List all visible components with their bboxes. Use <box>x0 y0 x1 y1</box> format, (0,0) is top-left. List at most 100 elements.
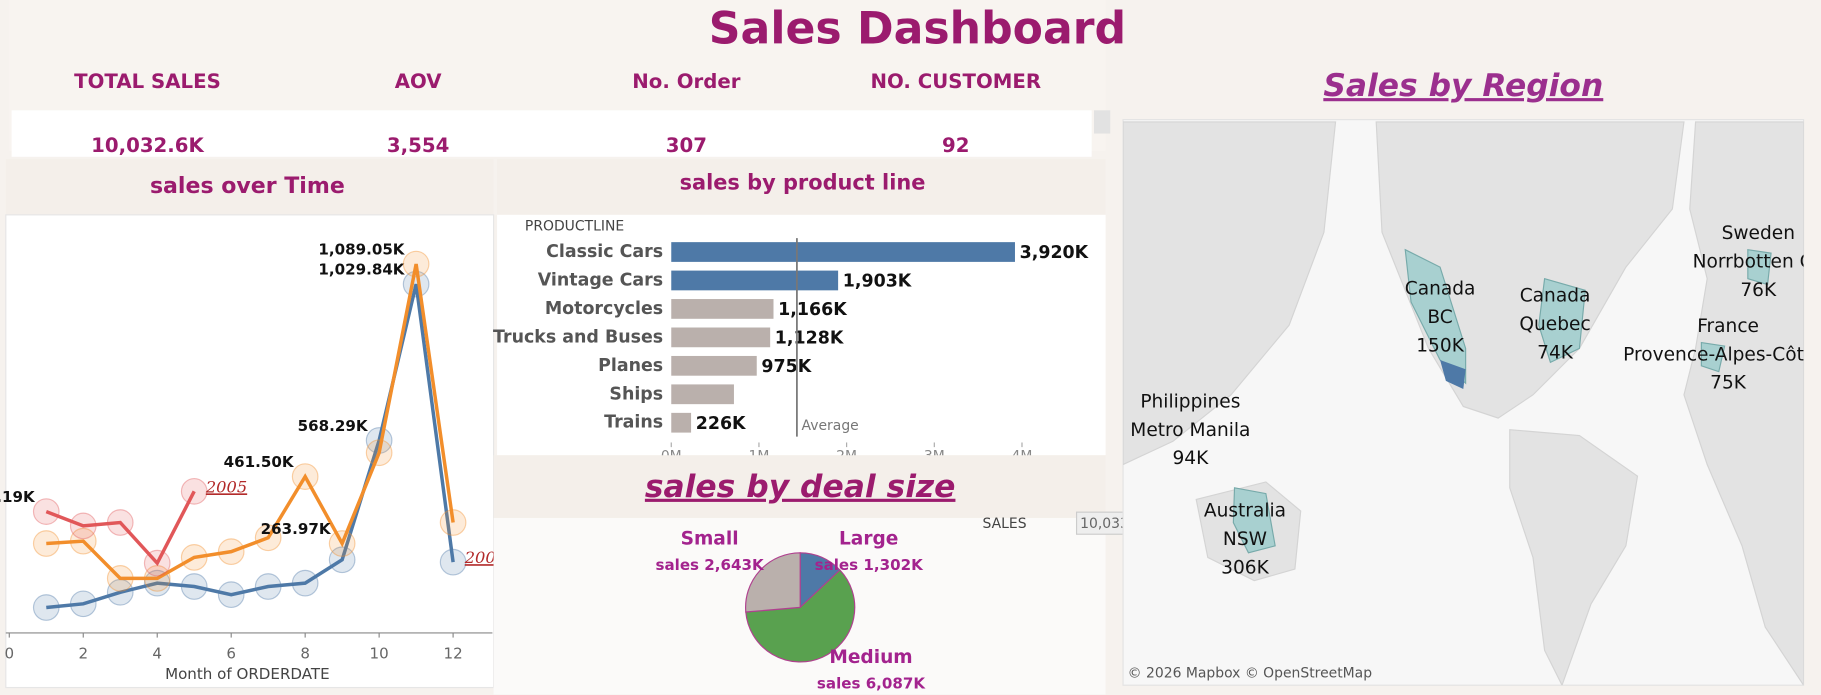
x-tick-label: 0 <box>4 644 14 662</box>
kpi-label: No. Order <box>632 70 740 93</box>
kpi-row: TOTAL SALES 10,032.6K AOV 3,554 No. Order 307… <box>74 70 1041 157</box>
map-label: 94K <box>1172 448 1209 469</box>
slice-label: Large <box>839 528 898 549</box>
map-label: 150K <box>1416 336 1464 357</box>
region-shape <box>1440 360 1466 390</box>
map-label: Australia <box>1204 500 1286 521</box>
panel-header <box>497 159 1106 215</box>
kpi-box <box>11 110 1092 157</box>
region-shape <box>1232 487 1276 554</box>
category-label: Ships <box>609 384 663 404</box>
bar <box>671 327 771 348</box>
map-label: Philippines <box>1140 391 1240 412</box>
data-label: 263.97K <box>261 520 332 538</box>
slice-label: Small <box>681 528 739 549</box>
region-shape <box>1747 249 1772 286</box>
data-label: 568.29K <box>298 417 369 435</box>
map-label: 306K <box>1221 557 1269 578</box>
map-label: Sweden <box>1722 223 1795 244</box>
bar <box>671 242 1015 262</box>
category-label: Motorcycles <box>545 299 663 319</box>
data-label: 461.50K <box>224 453 295 471</box>
chart-title: sales by deal size <box>645 469 956 505</box>
map-land: Canada BC 150K Canada Quebec 74K Sweden Norrbot… <box>1123 121 1821 686</box>
map-title: Sales by Region <box>1323 68 1603 104</box>
data-label: 1,029.84K <box>318 261 405 279</box>
slice-value: sales 1,302K <box>815 556 924 574</box>
map-label: Canada <box>1405 279 1476 300</box>
kpi-label: AOV <box>395 70 443 93</box>
chart-title: sales over Time <box>150 174 345 199</box>
data-label: 3,920K <box>1020 243 1090 263</box>
data-label: 1,903K <box>843 272 913 292</box>
x-tick-label: 8 <box>300 644 310 662</box>
line-chart: sales over Time 0 2 4 6 8 10 12 Month of ORDERDA… <box>0 174 506 683</box>
x-axis-label: Month of ORDERDATE <box>165 665 330 683</box>
data-label: 1,166K <box>778 300 848 320</box>
land <box>1683 121 1804 686</box>
scrollbar <box>1093 110 1111 134</box>
category-label: Trains <box>604 413 663 433</box>
pie-chart: sales by deal size Large sales 1,302K Mediu… <box>645 469 1143 693</box>
reference-label: Average <box>802 418 859 434</box>
dashboard-title: Sales Dashboard <box>709 3 1126 54</box>
bar <box>671 270 839 291</box>
map-label: 75K <box>1710 373 1747 394</box>
map-label: Metro Manila <box>1130 420 1250 441</box>
kpi-value: 307 <box>666 134 707 157</box>
map-label: NSW <box>1223 529 1267 550</box>
kpi-value: 3,554 <box>387 134 449 157</box>
line <box>46 263 455 581</box>
map-label: Norrbotten Co <box>1693 251 1821 272</box>
slice-label: Medium <box>829 647 912 668</box>
panel-header <box>5 159 494 215</box>
bar <box>671 384 734 405</box>
kpi-value: 92 <box>942 134 969 157</box>
x-tick-label: 4 <box>152 644 162 662</box>
map-attribution: © 2026 Mapbox © OpenStreetMap <box>1128 666 1373 682</box>
field-label: PRODUCTLINE <box>525 218 624 234</box>
data-label: 975K <box>761 357 812 377</box>
data-label: 358.19K <box>0 488 36 506</box>
map-label: Quebec <box>1519 314 1590 335</box>
bar <box>671 299 774 319</box>
slice-value: sales 2,643K <box>656 556 765 574</box>
map-label: Canada <box>1520 286 1591 307</box>
category-label: Trucks and Buses <box>493 327 663 347</box>
chart-title: sales by product line <box>680 170 926 194</box>
category-label: Classic Cars <box>546 242 663 262</box>
pie-slice <box>745 552 801 613</box>
region-shape <box>1700 341 1726 373</box>
data-label: 1,128K <box>775 329 845 349</box>
legend-title: SALES <box>983 516 1027 532</box>
point <box>439 509 467 536</box>
x-tick-label: 12 <box>444 644 463 662</box>
data-label: 226K <box>696 414 747 434</box>
map-label: BC <box>1427 307 1452 328</box>
map-labels: Canada BC 150K Canada Quebec 74K Sweden Norrbot… <box>1130 223 1821 578</box>
point <box>180 477 208 505</box>
kpi-label: TOTAL SALES <box>74 70 221 93</box>
x-tick-label: 6 <box>226 644 236 662</box>
map-label: 74K <box>1537 343 1574 364</box>
category-label: Vintage Cars <box>538 270 663 290</box>
line <box>45 490 196 567</box>
panel-header <box>493 455 1106 518</box>
land <box>1123 121 1337 466</box>
x-tick-label: 10 <box>370 644 389 662</box>
series-label: 2005 <box>205 477 247 496</box>
map-label: Provence-Alpes-Côte d <box>1623 344 1821 365</box>
kpi-value: 10,032.6K <box>91 134 204 157</box>
region-shape <box>1404 248 1467 385</box>
bar <box>671 355 757 376</box>
slice-value: sales 6,087K <box>817 675 926 693</box>
map-label: France <box>1697 316 1759 337</box>
region-shape <box>1538 277 1586 364</box>
bar <box>671 412 692 433</box>
land <box>1509 429 1639 686</box>
category-label: Planes <box>598 356 663 376</box>
map-label: 76K <box>1740 280 1777 301</box>
pie-slice <box>745 569 856 663</box>
